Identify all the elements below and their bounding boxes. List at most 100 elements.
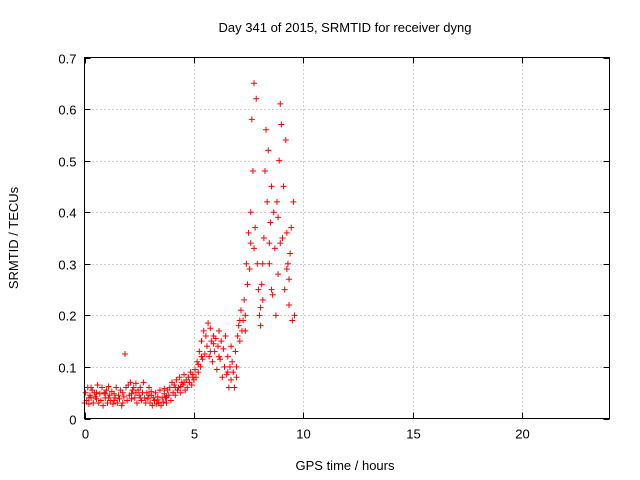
data-point (106, 392, 113, 399)
data-point (96, 390, 103, 397)
x-tick-label: 5 (191, 427, 198, 442)
data-point (93, 395, 100, 402)
data-point (249, 167, 256, 174)
data-point (284, 260, 291, 267)
x-tick-label: 10 (296, 427, 310, 442)
data-point (213, 366, 220, 373)
data-point (290, 198, 297, 205)
data-point (163, 400, 170, 407)
data-point (116, 395, 123, 402)
data-point (99, 384, 105, 391)
data-point (200, 327, 207, 334)
data-point (259, 296, 266, 303)
data-point (282, 137, 289, 144)
data-point (267, 219, 274, 226)
data-point (149, 402, 156, 409)
data-point (105, 383, 112, 390)
data-point (82, 389, 89, 396)
data-point (156, 387, 163, 394)
data-point (216, 353, 223, 360)
data-point (191, 366, 198, 373)
data-point (119, 400, 126, 407)
data-point (131, 394, 138, 401)
data-point (189, 374, 196, 381)
x-axis-label: GPS time / hours (296, 458, 395, 473)
data-point (132, 380, 139, 387)
data-point (229, 358, 236, 365)
data-point (242, 312, 249, 319)
data-point (163, 393, 170, 400)
data-point (88, 384, 95, 391)
data-point (188, 381, 195, 388)
data-point (264, 198, 271, 205)
data-point (173, 376, 180, 383)
y-axis-label: SRMTID / TECUs (6, 186, 21, 289)
data-point (275, 271, 282, 278)
data-point (86, 392, 93, 399)
data-point (235, 322, 242, 329)
data-point (230, 369, 237, 376)
data-point (266, 240, 273, 247)
data-point (221, 363, 228, 370)
data-point (121, 351, 128, 358)
data-point (246, 265, 253, 272)
data-point (118, 402, 125, 409)
data-point (198, 338, 205, 345)
data-point (207, 325, 214, 332)
data-point (181, 379, 188, 386)
data-point (137, 394, 144, 401)
data-point (111, 390, 118, 397)
data-point (224, 353, 231, 360)
data-point (161, 390, 168, 397)
data-point (160, 398, 167, 405)
data-point (152, 389, 159, 396)
data-point (248, 116, 255, 123)
y-tick-label: 0.5 (58, 155, 76, 170)
data-point (204, 343, 210, 350)
data-point (137, 384, 144, 391)
x-tick-label: 0 (82, 427, 89, 442)
data-points-layer (81, 80, 298, 409)
y-tick-label: 0.6 (58, 103, 76, 118)
data-point (254, 260, 261, 267)
data-point (275, 214, 282, 221)
data-point (244, 281, 251, 288)
data-point (216, 327, 223, 334)
chart-title: Day 341 of 2015, SRMTID for receiver dyn… (219, 20, 472, 35)
data-point (167, 397, 174, 404)
data-point (270, 209, 277, 216)
data-point (161, 385, 168, 392)
data-point (128, 395, 135, 402)
data-point (231, 384, 238, 391)
data-point (283, 265, 290, 272)
data-point (119, 389, 126, 396)
data-point (166, 384, 173, 391)
data-point (236, 317, 243, 324)
data-point (212, 335, 219, 342)
data-point (251, 245, 258, 252)
data-point (281, 286, 288, 293)
grid-layer (84, 57, 610, 419)
data-point (237, 307, 244, 314)
data-point (265, 147, 272, 154)
y-tick-label: 0 (69, 413, 76, 428)
y-tick-label: 0.3 (58, 258, 76, 273)
data-point (207, 348, 214, 355)
data-point (268, 183, 275, 190)
data-point (263, 126, 270, 133)
y-tick-label: 0.1 (58, 361, 76, 376)
data-point (234, 332, 241, 339)
data-point (259, 260, 266, 267)
data-point (225, 384, 232, 391)
data-point (272, 312, 279, 319)
data-point (268, 286, 275, 293)
data-point (269, 291, 276, 298)
data-point (210, 340, 217, 347)
data-point (103, 387, 110, 394)
data-point (232, 348, 239, 355)
data-point (112, 394, 119, 401)
data-point (251, 80, 258, 87)
data-point (181, 371, 188, 378)
data-point (140, 379, 147, 386)
